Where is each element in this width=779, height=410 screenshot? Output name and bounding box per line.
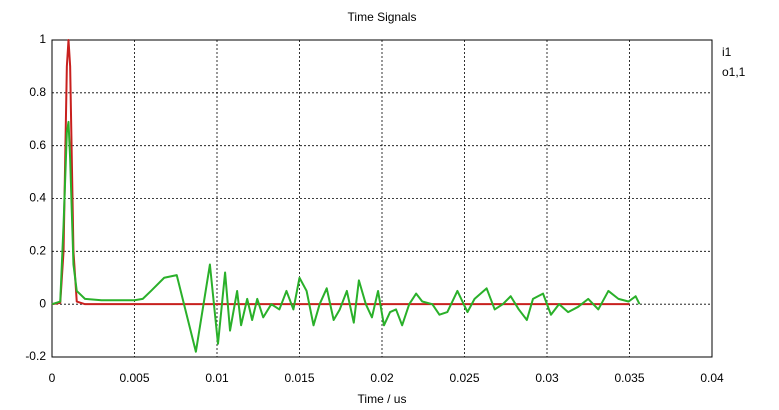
x-tick-label: 0.005 — [119, 371, 149, 385]
x-axis-label: Time / us — [358, 392, 407, 406]
y-tick-label: 0.4 — [29, 191, 46, 205]
y-tick-label: 1 — [39, 32, 46, 46]
x-tick-label: 0.02 — [370, 371, 394, 385]
plot-frame — [51, 39, 713, 358]
x-tick-label: 0 — [49, 371, 56, 385]
legend-entry: i1 — [722, 45, 732, 59]
x-tick-label: 0.015 — [284, 371, 314, 385]
series-line — [51, 120, 641, 353]
y-tick-label: 0.2 — [29, 244, 46, 258]
x-tick-label: 0.03 — [535, 371, 559, 385]
y-tick-label: -0.2 — [25, 349, 46, 363]
x-tick-label: 0.025 — [449, 371, 479, 385]
chart-title: Time Signals — [348, 10, 417, 24]
legend-entry: o1,1 — [722, 65, 746, 79]
y-tick-label: 0.6 — [29, 138, 46, 152]
x-tick-label: 0.01 — [205, 371, 229, 385]
x-tick-label: 0.035 — [614, 371, 644, 385]
y-tick-label: 0.8 — [29, 85, 46, 99]
x-tick-label: 0.04 — [700, 371, 724, 385]
y-tick-label: 0 — [39, 296, 46, 310]
